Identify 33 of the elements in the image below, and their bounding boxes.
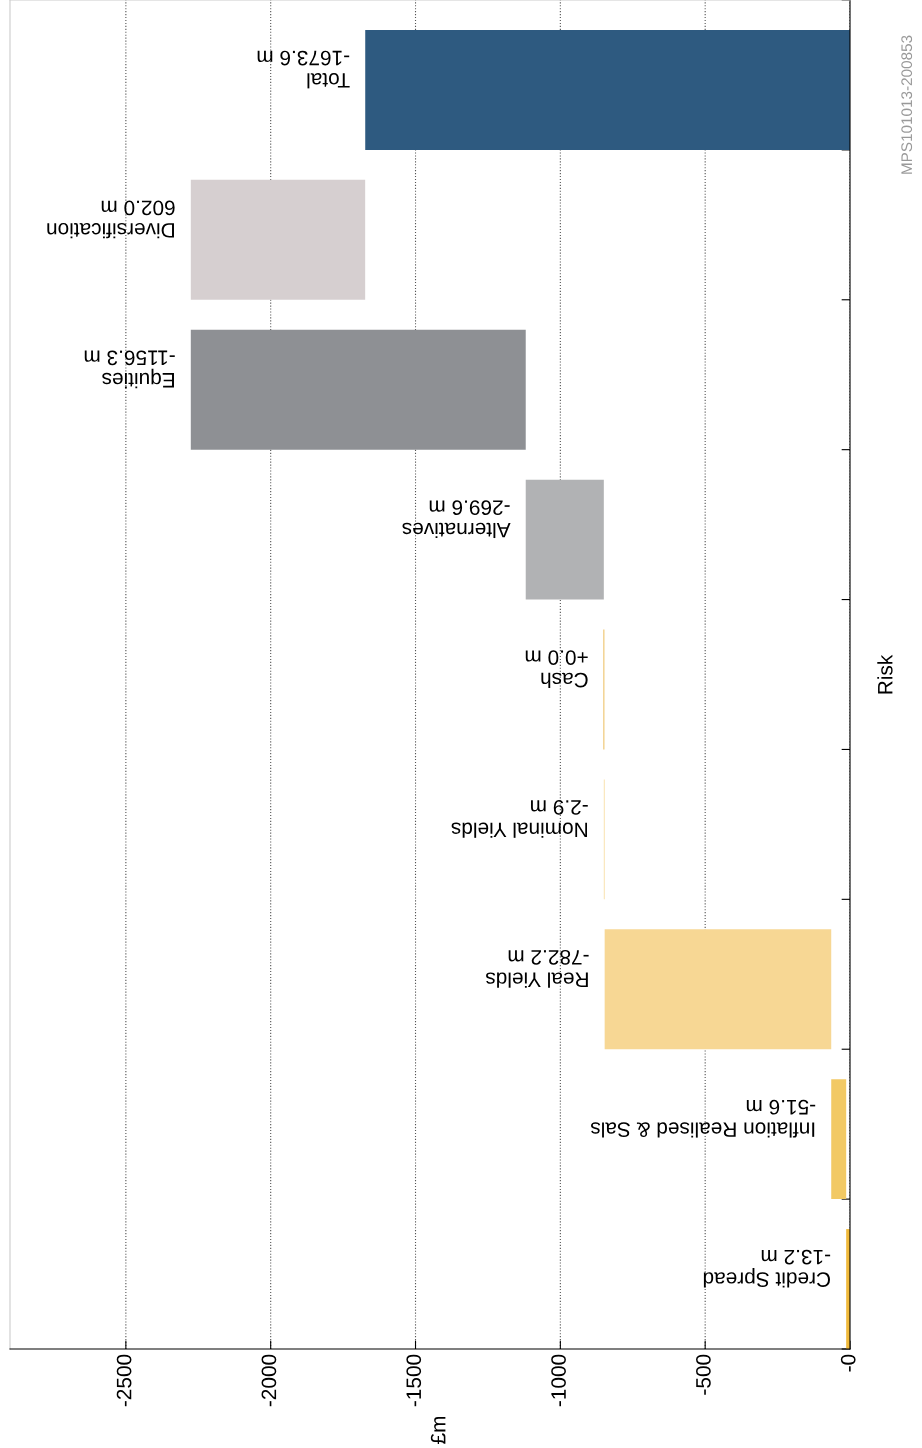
bar [831,1079,847,1200]
bar [190,179,366,300]
y-tick-label: Nominal Yields [451,822,587,838]
data-label: -2.9 m [531,800,588,815]
x-tick-label: -0 [840,1354,856,1372]
x-tick-label: -1500 [406,1354,422,1407]
bar [525,479,604,600]
bar [365,29,850,150]
data-label: +0.0 m [525,650,588,665]
y-tick-label: Inflation Realised & Sals [591,1122,815,1138]
data-label: -782.2 m [508,949,589,965]
y-tick-label: Real Yields [486,972,588,988]
x-tick-label: -1000 [551,1354,566,1407]
y-tick-label: Credit Spread [703,1268,830,1288]
data-label: 602.0 m [101,200,175,216]
y-tick-label: Cash [541,672,588,688]
text: £m [430,1416,446,1444]
text: MPS101013-200853 [901,35,913,174]
x-tick-label: -500 [696,1354,711,1395]
bar [190,329,526,450]
y-tick-label: Equities [102,368,174,389]
y-tick-label: Total [307,73,350,89]
data-label: -1673.6 m [257,50,350,66]
data-label: -13.2 m [761,1249,831,1265]
y-axis-title: Risk [877,654,893,694]
data-label: -1156.3 m [84,350,175,366]
y-tick-label: Alternatives [402,522,511,539]
x-tick-label: -2000 [261,1354,277,1407]
data-label: -269.6 m [429,500,510,516]
x-tick-label: -2500 [116,1354,132,1407]
y-tick-label: Diversification [47,222,174,239]
bar [604,929,832,1050]
data-label: -51.6 m [746,1099,816,1115]
